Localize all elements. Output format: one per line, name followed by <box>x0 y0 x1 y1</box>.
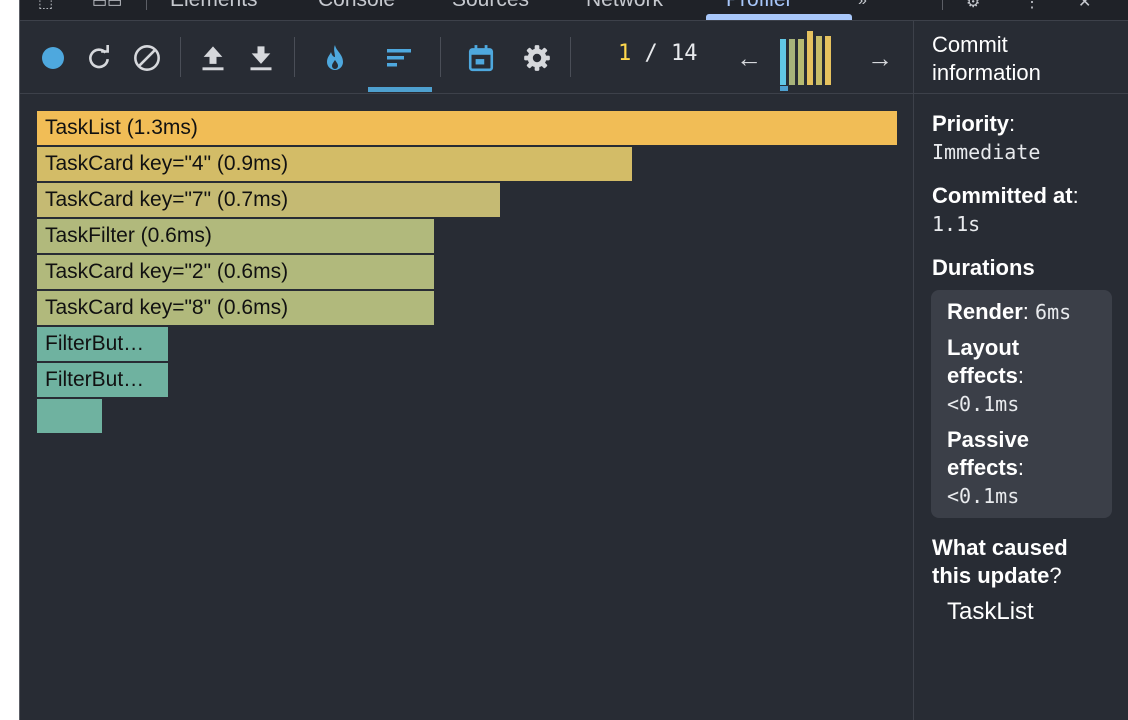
flame-bar[interactable]: FilterBut… <box>37 363 168 397</box>
flame-bar[interactable]: TaskCard key="7" (0.7ms) <box>37 183 500 217</box>
timeline-button[interactable] <box>464 41 498 75</box>
committed-at-value: 1.1s <box>932 212 981 236</box>
commit-snapshot-selector[interactable] <box>780 29 840 85</box>
flame-bar[interactable]: TaskCard key="8" (0.6ms) <box>37 291 434 325</box>
arrow-right-icon: → <box>867 42 893 73</box>
reload-icon <box>89 45 109 69</box>
commit-bar[interactable] <box>789 39 795 85</box>
commit-current: 1 <box>618 41 632 66</box>
save-profile-icon <box>250 46 272 71</box>
tab-console[interactable]: Console <box>318 0 395 12</box>
tab-network[interactable]: Network <box>586 0 663 12</box>
menu-icon[interactable]: ⋮ <box>1024 0 1040 11</box>
clear-icon <box>134 45 160 71</box>
update-cause-heading: What caused this update? <box>932 535 1068 588</box>
record-button[interactable] <box>36 41 70 75</box>
durations-box: Render: 6ms Layout effects: <0.1ms Passi… <box>931 290 1112 518</box>
update-cause-label: this update <box>932 563 1050 588</box>
commit-separator: / <box>644 41 658 66</box>
left-gutter <box>0 0 20 720</box>
priority-value: Immediate <box>932 140 1041 164</box>
toolbar-separator <box>570 37 571 77</box>
settings-icon <box>524 45 550 71</box>
next-commit-button[interactable]: → <box>863 41 897 75</box>
commit-bar[interactable] <box>807 31 813 85</box>
layout-effects-duration: Layout effects: <0.1ms <box>947 335 1025 416</box>
flame-bar[interactable]: FilterBut… <box>37 327 168 361</box>
passive-effects-duration: Passive effects: <0.1ms <box>947 427 1029 508</box>
selected-commit-indicator <box>780 86 788 91</box>
toolbar-separator <box>180 37 181 77</box>
durations-heading: Durations <box>932 255 1035 280</box>
timeline-icon <box>468 45 494 72</box>
inspect-icon[interactable]: ⬚ <box>38 0 54 11</box>
tab-separator <box>146 0 147 10</box>
settings-icon[interactable]: ⚙ <box>966 0 981 11</box>
load-profile-button[interactable] <box>196 41 230 75</box>
device-toolbar-icon[interactable]: ▭▭ <box>92 0 123 11</box>
toolbar-separator <box>440 37 441 77</box>
layout-effects-label: Layout <box>947 335 1020 360</box>
render-duration: Render: 6ms <box>947 299 1072 324</box>
passive-effects-value: <0.1ms <box>947 484 1020 508</box>
devtools-tabbar: ⬚ ▭▭ Elements Console Sources Network Pr… <box>20 0 1128 21</box>
flame-bar[interactable]: TaskList (1.3ms) <box>37 111 897 145</box>
ranked-chart-button[interactable] <box>382 41 416 75</box>
previous-commit-button[interactable]: ← <box>732 41 766 75</box>
sidebar-title-line: information <box>932 60 1041 85</box>
render-value: 6ms <box>1035 300 1072 324</box>
layout-effects-value: <0.1ms <box>947 392 1020 416</box>
commit-total: 14 <box>671 41 698 66</box>
tab-sources[interactable]: Sources <box>452 0 529 12</box>
ranked-chart-icon <box>387 49 411 67</box>
load-profile-icon <box>202 46 224 71</box>
passive-effects-label: Passive <box>947 427 1029 452</box>
update-cause-component[interactable]: TaskList <box>947 598 1034 625</box>
flame-bar[interactable]: TaskFilter (0.6ms) <box>37 219 434 253</box>
render-label: Render <box>947 299 1023 324</box>
flame-chart-icon <box>327 45 343 70</box>
committed-at-label: Committed at <box>932 183 1073 208</box>
arrow-left-icon: ← <box>736 42 762 73</box>
tab-profiler[interactable]: Profiler <box>726 0 793 12</box>
toolbar-separator <box>294 37 295 77</box>
sidebar-title-line: Commit <box>932 32 1008 57</box>
layout-effects-label: effects <box>947 363 1018 388</box>
close-icon[interactable]: ✕ <box>1078 0 1092 11</box>
more-tabs-icon[interactable]: » <box>858 0 867 9</box>
flame-bar[interactable]: TaskCard key="4" (0.9ms) <box>37 147 632 181</box>
commit-bar[interactable] <box>825 36 831 85</box>
commit-bar[interactable] <box>798 39 804 85</box>
active-tab-indicator <box>706 14 852 20</box>
update-cause-label: What caused <box>932 535 1068 560</box>
sidebar-title: Commit information <box>932 31 1041 87</box>
reload-and-profile-button[interactable] <box>82 41 116 75</box>
flame-chart-button[interactable] <box>318 41 352 75</box>
clear-profile-button[interactable] <box>130 41 164 75</box>
priority-label: Priority <box>932 111 1010 136</box>
active-view-indicator <box>368 87 432 92</box>
record-icon <box>42 47 64 69</box>
priority-section: Priority: Immediate <box>932 111 1041 164</box>
passive-effects-label: effects <box>947 455 1018 480</box>
flame-bar[interactable] <box>37 399 102 433</box>
save-profile-button[interactable] <box>244 41 278 75</box>
committed-at-section: Committed at: 1.1s <box>932 183 1079 236</box>
profiler-toolbar: 1 / 14 ← → <box>20 21 913 94</box>
settings-button[interactable] <box>520 41 554 75</box>
commit-counter: 1 / 14 <box>618 41 698 66</box>
tab-separator <box>942 0 943 10</box>
tab-elements[interactable]: Elements <box>170 0 258 12</box>
commit-bar[interactable] <box>780 39 786 85</box>
flame-bar[interactable]: TaskCard key="2" (0.6ms) <box>37 255 434 289</box>
panel-divider[interactable] <box>913 21 914 720</box>
sidebar-header: Commit information <box>914 21 1128 94</box>
commit-bar[interactable] <box>816 36 822 85</box>
